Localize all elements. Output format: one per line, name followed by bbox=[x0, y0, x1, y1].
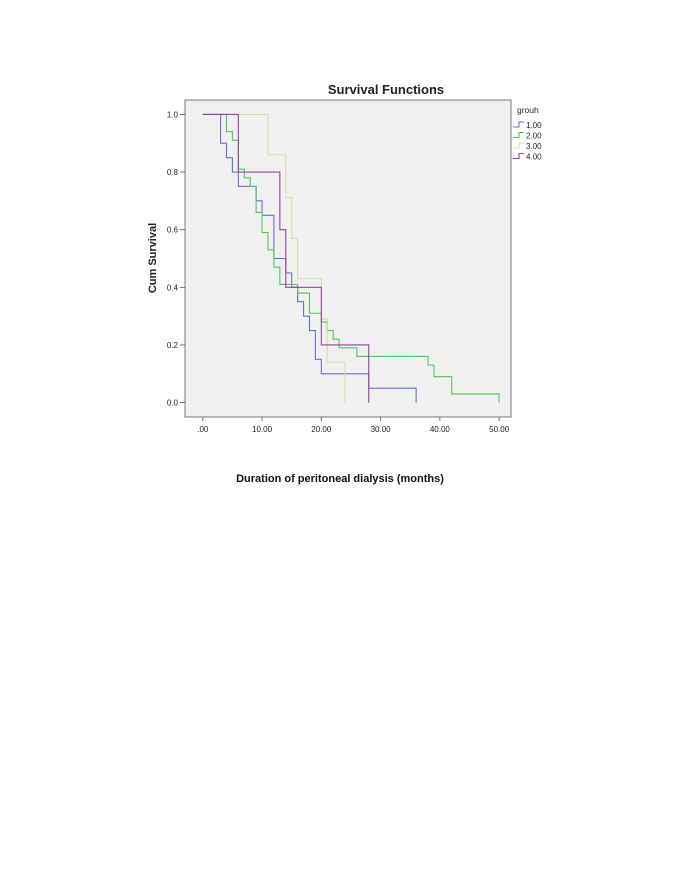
chart-title: Survival Functions bbox=[328, 82, 444, 97]
y-tick-label: 1.0 bbox=[167, 110, 179, 119]
series-line-4 bbox=[202, 113, 370, 403]
x-tick-label: 50.00 bbox=[489, 425, 510, 434]
legend-swatch-1 bbox=[513, 121, 524, 128]
x-tick-label: 10.00 bbox=[252, 425, 273, 434]
y-tick-label: 0.8 bbox=[167, 168, 179, 177]
legend: 1.00 2.003.00 4.00 bbox=[513, 121, 542, 162]
y-tick-label: 0.6 bbox=[167, 226, 179, 235]
legend-label-2: 2.00 bbox=[526, 132, 542, 141]
y-axis-label: Cum Survival bbox=[147, 223, 159, 293]
legend-swatch-3 bbox=[513, 142, 524, 149]
legend-swatch-2 bbox=[513, 131, 524, 139]
legend-title: grouh bbox=[517, 105, 539, 115]
legend-label-3: 3.00 bbox=[526, 142, 542, 151]
x-tick-label: 20.00 bbox=[311, 425, 332, 434]
survival-curves bbox=[202, 113, 500, 403]
y-tick-label: 0.2 bbox=[167, 341, 179, 350]
plot-area bbox=[184, 99, 512, 418]
x-axis: .00 10.00 20.00 30.00 40.00 50.00 bbox=[197, 417, 510, 434]
x-tick-label: 40.00 bbox=[430, 425, 451, 434]
legend-swatch-4 bbox=[513, 152, 524, 160]
x-tick-label: .00 bbox=[197, 425, 209, 434]
x-tick-label: 30.00 bbox=[371, 425, 392, 434]
series-line-2 bbox=[202, 113, 500, 403]
y-tick-label: 0.0 bbox=[167, 399, 179, 408]
y-tick-label: 0.4 bbox=[167, 283, 179, 292]
figure-caption: Duration of peritoneal dialysis (months) bbox=[236, 473, 444, 485]
legend-label-4: 4.00 bbox=[526, 153, 542, 162]
legend-label-1: 1.00 bbox=[526, 121, 542, 130]
y-axis: 0.0 0.2 0.4 0.6 0.8 1.0 bbox=[167, 110, 185, 408]
series-line-3 bbox=[202, 113, 346, 403]
